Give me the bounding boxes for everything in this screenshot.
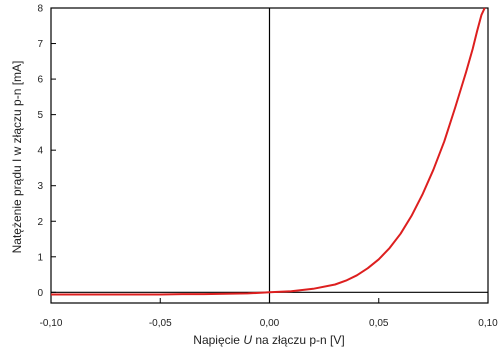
y-tick-label: 2 — [37, 217, 43, 228]
y-axis-ticks: 0 1 2 3 4 5 6 7 8 — [37, 4, 56, 299]
x-axis-ticks: -0,10 -0,05 0,00 0,05 0,10 — [40, 298, 498, 329]
series-layer — [51, 7, 486, 296]
x-tick-label: -0,10 — [40, 318, 63, 329]
y-tick-label: 0 — [37, 288, 43, 299]
y-tick-label: 5 — [37, 110, 43, 121]
series-line — [51, 7, 486, 296]
y-tick-label: 3 — [37, 181, 43, 192]
reference-lines — [51, 8, 488, 303]
y-axis-title: Natężenie prądu I w złączu p-n [mA] — [10, 61, 24, 254]
y-tick-label: 1 — [37, 252, 43, 263]
x-tick-label: 0,00 — [260, 318, 280, 329]
x-tick-label: 0,05 — [369, 318, 389, 329]
y-tick-label: 4 — [37, 146, 43, 157]
x-tick-label: 0,10 — [478, 318, 498, 329]
y-tick-label: 6 — [37, 75, 43, 86]
y-tick-label: 8 — [37, 4, 43, 15]
x-tick-label: -0,05 — [149, 318, 172, 329]
y-tick-label: 7 — [37, 39, 43, 50]
x-axis-title: Napięcie U na złączu p-n [V] — [193, 333, 344, 347]
